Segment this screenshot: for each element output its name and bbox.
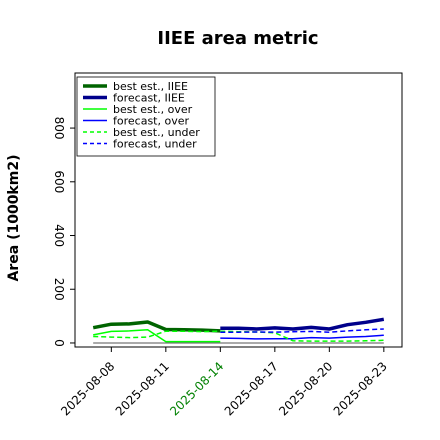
legend-entry: best est., over	[113, 103, 193, 116]
x-tick-label: 2025-08-08	[58, 359, 117, 418]
series-line-4	[220, 334, 384, 340]
series-line-6	[220, 328, 384, 333]
plot-frame	[74, 72, 403, 348]
series-line-2	[220, 317, 385, 331]
y-tick-label: 0	[52, 339, 66, 347]
legend-entry: best est., under	[113, 126, 200, 139]
legend-entry: best est., IIEE	[113, 80, 188, 93]
y-axis-label: Area (1000km2)	[6, 155, 22, 282]
y-tick-label: 400	[52, 224, 66, 247]
series-line-1	[92, 320, 221, 333]
series-line-3	[93, 329, 221, 343]
y-tick-label: 600	[52, 170, 66, 193]
y-tick-label: 200	[52, 278, 66, 301]
legend-entry: forecast, IIEE	[113, 92, 185, 105]
legend-entry: forecast, over	[113, 115, 189, 128]
x-tick-label: 2025-08-11	[113, 359, 172, 418]
series-layer	[92, 317, 385, 344]
x-tick-label: 2025-08-20	[276, 359, 335, 418]
x-tick-label: 2025-08-14	[167, 359, 226, 418]
chart-title: IIEE area metric	[157, 28, 318, 49]
y-tick-label: 800	[52, 117, 66, 140]
legend-entry: forecast, under	[113, 138, 197, 151]
x-tick-label: 2025-08-23	[331, 359, 390, 418]
x-tick-label: 2025-08-17	[222, 359, 281, 418]
